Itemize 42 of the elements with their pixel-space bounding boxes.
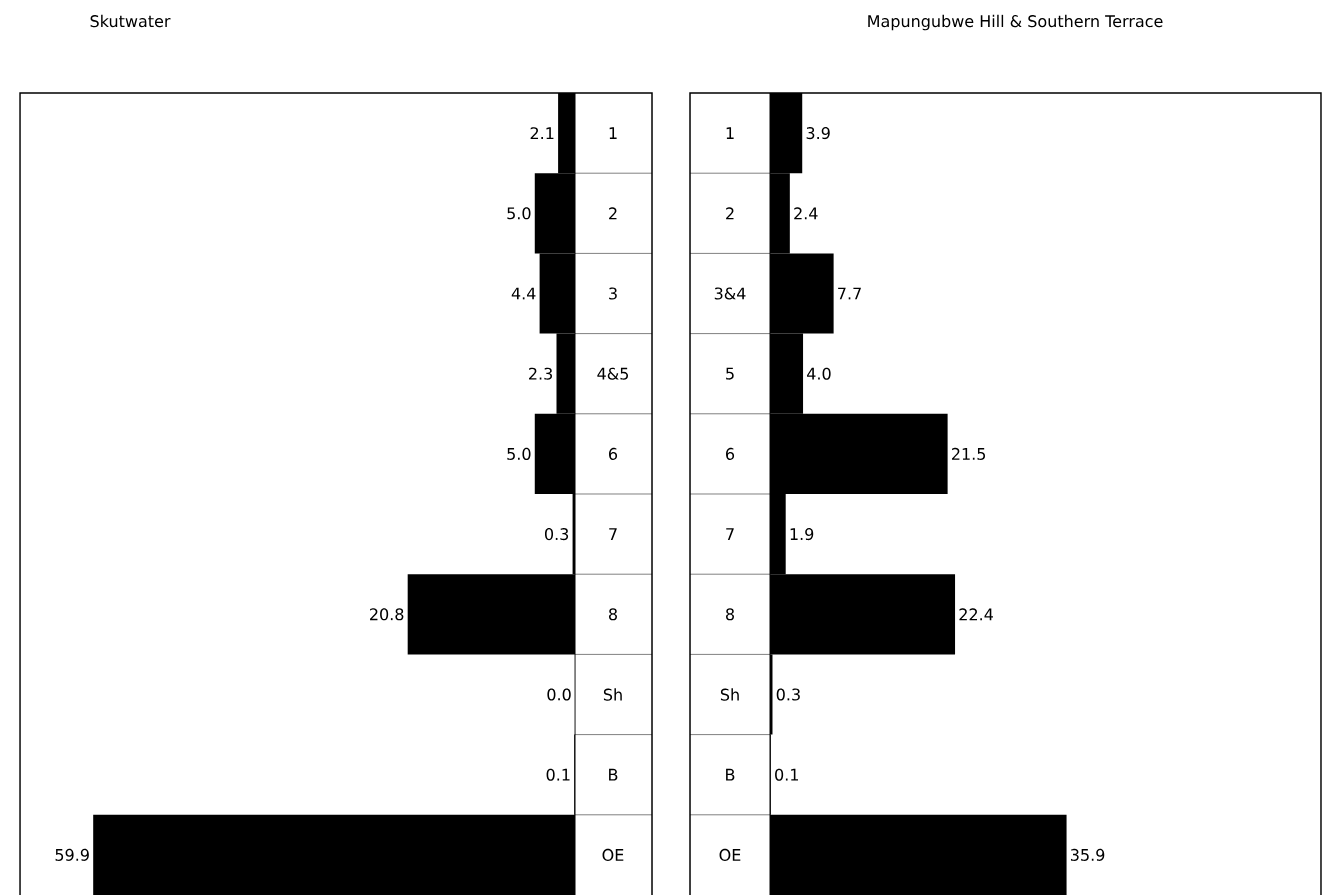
y-tick-label: Sh bbox=[720, 688, 739, 701]
y-tick-label: B bbox=[726, 768, 735, 781]
data-label: 7.7 bbox=[838, 287, 861, 300]
y-tick-label: 1 bbox=[609, 127, 617, 139]
y-tick-label: 5 bbox=[726, 367, 734, 380]
data-label: 59.9 bbox=[55, 848, 89, 861]
y-tick-label: 2 bbox=[726, 207, 734, 220]
data-label: 3.9 bbox=[806, 127, 830, 140]
y-tick-label: 4&5 bbox=[597, 367, 629, 380]
y-tick-label: 1 bbox=[726, 127, 734, 139]
data-label: 1.9 bbox=[790, 528, 814, 541]
data-label: 2.1 bbox=[530, 127, 554, 140]
y-tick-label: 7 bbox=[609, 528, 617, 540]
data-label: 5.0 bbox=[507, 207, 531, 220]
chart-title: Skutwater bbox=[90, 14, 171, 28]
y-tick-label: B bbox=[609, 768, 618, 781]
data-label: 0.1 bbox=[775, 768, 798, 781]
data-label: 0.1 bbox=[546, 768, 570, 781]
y-tick-label: Sh bbox=[603, 688, 622, 701]
y-tick-label: 3 bbox=[609, 287, 617, 300]
data-label: 0.3 bbox=[776, 688, 800, 701]
y-tick-label: 3&4 bbox=[714, 287, 746, 300]
data-label: 5.0 bbox=[507, 447, 531, 460]
y-tick-label: 8 bbox=[608, 608, 617, 621]
data-label: 0.3 bbox=[544, 528, 569, 541]
data-label: 2.3 bbox=[529, 367, 552, 380]
y-tick-label: 6 bbox=[609, 447, 618, 460]
data-label: 20.8 bbox=[370, 608, 404, 621]
y-tick-label: OE bbox=[719, 848, 741, 861]
y-tick-label: 8 bbox=[726, 608, 734, 621]
data-label: 22.4 bbox=[959, 608, 993, 621]
y-tick-label: OE bbox=[602, 848, 624, 861]
y-tick-label: 7 bbox=[726, 528, 734, 540]
y-tick-label: 6 bbox=[726, 447, 735, 460]
data-label: 35.9 bbox=[1071, 848, 1105, 861]
data-label: 0.0 bbox=[547, 688, 571, 701]
data-label: 2.4 bbox=[794, 207, 818, 220]
data-label: 21.5 bbox=[951, 447, 986, 460]
chart-title: Mapungubwe Hill & Southern Terrace bbox=[868, 14, 1163, 31]
data-label: 4.0 bbox=[807, 367, 831, 380]
data-label: 4.4 bbox=[511, 287, 536, 300]
y-tick-label: 2 bbox=[609, 207, 617, 220]
